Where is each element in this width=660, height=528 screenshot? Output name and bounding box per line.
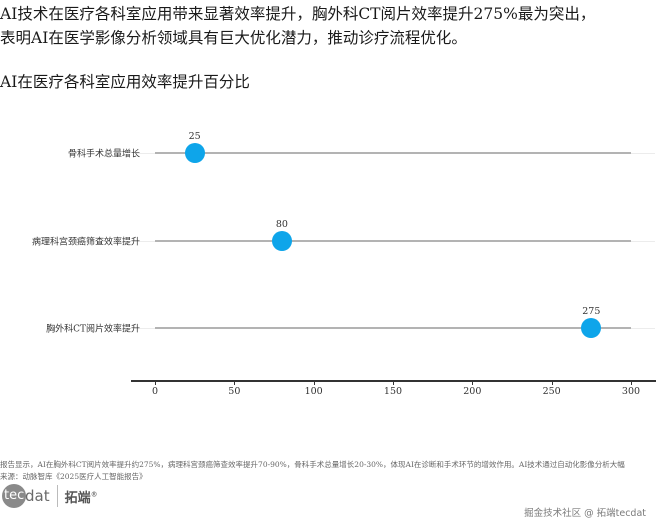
x-tick-label: 250 <box>542 386 561 397</box>
x-tick <box>631 381 632 385</box>
x-tick-label: 300 <box>621 386 641 397</box>
logo-cn-text: 拓端® <box>64 487 98 506</box>
lollipop-stem <box>155 240 631 242</box>
x-tick <box>472 381 474 385</box>
x-tick <box>551 381 553 385</box>
registered-mark: ® <box>90 490 98 499</box>
logo-circle-icon: tec <box>2 484 26 508</box>
source-note: 来源：动脉智库《2025医疗人工智能报告》 <box>0 472 147 481</box>
data-point-dot <box>184 143 205 163</box>
x-tick-label: 50 <box>228 386 241 397</box>
headline-line-1: AI技术在医疗各科室应用带来显著效率提升，胸外科CT阅片效率提升275%最为突出… <box>0 5 596 23</box>
x-tick <box>155 381 156 385</box>
x-tick-label: 200 <box>463 386 482 397</box>
x-tick <box>313 381 315 385</box>
x-tick-label: 0 <box>151 386 159 397</box>
logo-divider <box>56 485 58 507</box>
headline: AI技术在医疗各科室应用带来显著效率提升，胸外科CT阅片效率提升275%最为突出… <box>0 2 660 50</box>
tecdat-logo: tec dat 拓端® <box>2 484 98 508</box>
data-value-label: 275 <box>582 306 601 317</box>
x-axis-line <box>131 380 656 382</box>
data-value-label: 80 <box>275 219 288 230</box>
y-category-label: 胸外科CT阅片效率提升 <box>46 324 140 335</box>
headline-line-2: 表明AI在医学影像分析领域具有巨大优化潜力，推动诊疗流程优化。 <box>0 29 467 47</box>
x-tick-label: 150 <box>383 386 403 397</box>
y-category-label: 骨科手术总量增长 <box>67 149 140 160</box>
lollipop-stem <box>155 152 631 154</box>
data-point-dot <box>271 231 292 251</box>
chart-title: AI在医疗各科室应用效率提升百分比 <box>0 73 250 91</box>
data-value-label: 25 <box>188 131 201 142</box>
data-point-dot <box>581 318 602 338</box>
x-tick <box>234 381 236 385</box>
x-tick-label: 100 <box>304 386 323 397</box>
logo-cn-label: 拓端 <box>64 490 91 506</box>
y-category-label: 病理科宫颈癌筛查效率提升 <box>31 237 140 248</box>
logo-text: dat <box>25 487 50 505</box>
x-tick <box>393 381 394 385</box>
footnote: 报告显示，AI在胸外科CT阅片效率提升约275%，病理科宫颈癌筛查效率提升70-… <box>0 460 625 469</box>
lollipop-stem <box>155 327 631 329</box>
watermark: 掘金技术社区 @ 拓端tecdat <box>524 508 646 519</box>
